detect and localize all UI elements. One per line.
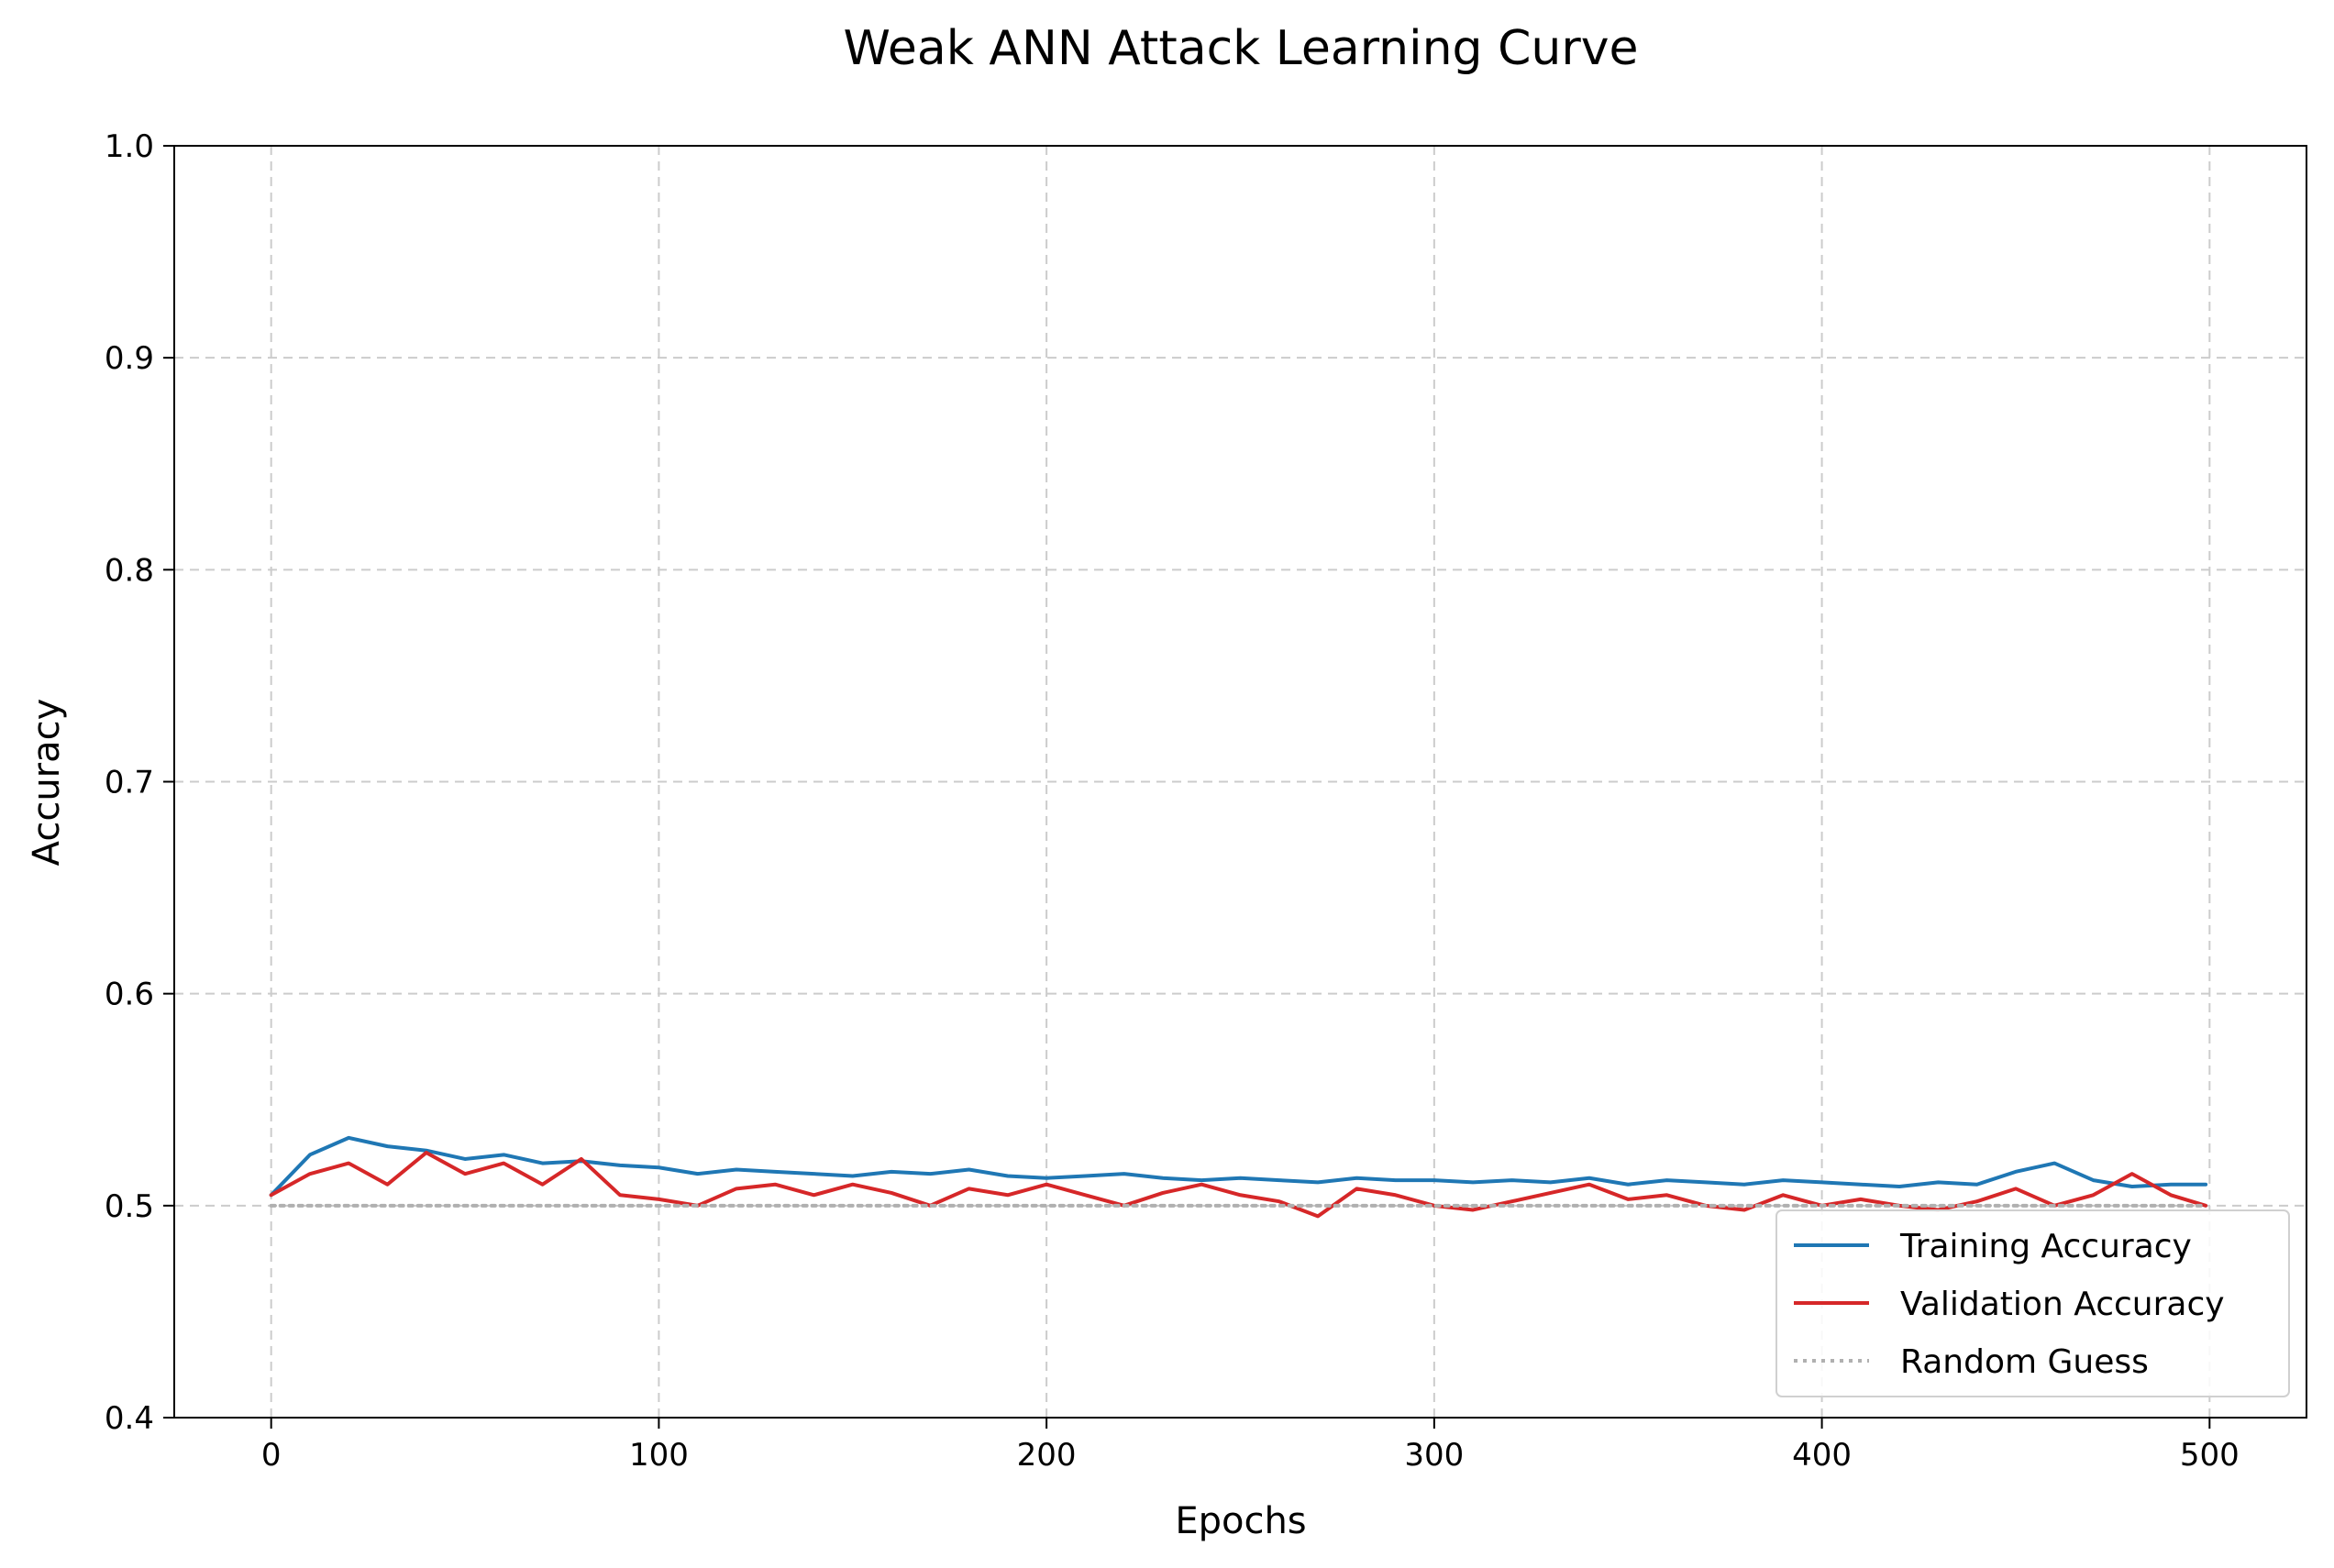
series-layer (269, 1135, 2208, 1219)
x-axis-label: Epochs (1175, 1500, 1306, 1542)
ticks-layer: 0 100 200 300 400 500 0.4 0.5 0.6 0.7 0.8 0.9 1.0 (105, 128, 2240, 1474)
x-tick-label: 500 (2180, 1437, 2240, 1474)
series-line-0 (269, 1135, 2208, 1198)
legend-random-guess-label: Random Guess (1900, 1343, 2149, 1381)
x-tick-label: 200 (1017, 1437, 1077, 1474)
legend-box (1775, 1209, 2290, 1397)
y-tick-label: 0.6 (105, 977, 154, 1013)
x-tick-label: 400 (1792, 1437, 1852, 1474)
x-tick-label: 100 (629, 1437, 689, 1474)
legend-training-label: Training Accuracy (1899, 1228, 2192, 1265)
y-tick-label: 0.4 (105, 1400, 154, 1437)
y-axis-label: Accuracy (26, 699, 68, 867)
y-tick-label: 1.0 (105, 128, 154, 165)
x-tick-label: 0 (261, 1437, 282, 1474)
legend: Training Accuracy Validation Accuracy Ra… (1775, 1209, 2290, 1397)
y-tick-label: 0.8 (105, 552, 154, 589)
legend-validation-label: Validation Accuracy (1900, 1286, 2225, 1323)
series-line-1 (269, 1151, 2208, 1219)
y-tick-label: 0.9 (105, 340, 154, 377)
chart-title: Weak ANN Attack Learning Curve (844, 21, 1639, 76)
y-tick-label: 0.5 (105, 1188, 154, 1225)
x-tick-label: 300 (1404, 1437, 1464, 1474)
y-tick-label: 0.7 (105, 765, 154, 801)
